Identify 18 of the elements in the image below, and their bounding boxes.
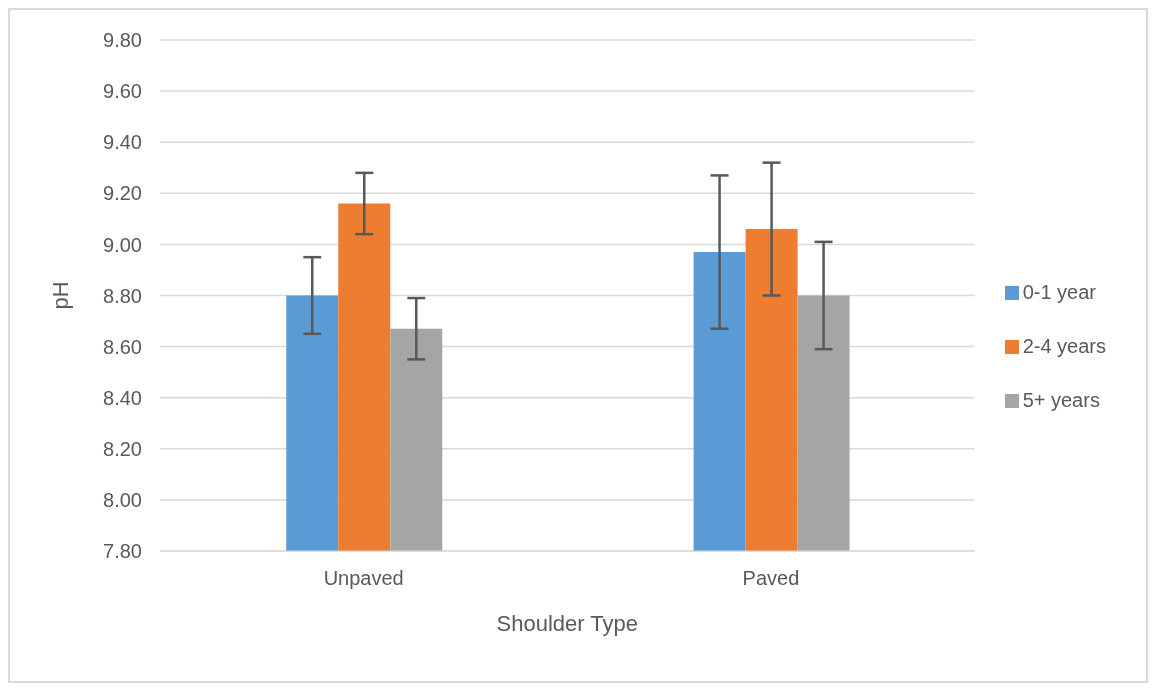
y-tick-label: 9.80 [103,29,142,52]
y-tick-label: 9.60 [103,80,142,103]
y-tick-label: 7.80 [103,540,142,563]
y-tick-label: 8.80 [103,284,142,307]
y-axis-title: pH [47,281,73,310]
legend-label: 5+ years [1022,388,1100,411]
y-tick-label: 9.00 [103,233,142,256]
x-axis-title: Shoulder Type [496,611,639,636]
x-tick-label: Paved [742,567,800,590]
x-tick-label: Unpaved [323,567,404,590]
y-tick-label: 8.00 [103,489,142,511]
y-tick-label: 9.40 [103,131,142,154]
y-tick-label: 8.60 [103,335,142,358]
y-tick-label: 9.20 [103,182,142,205]
legend-label: 2-4 years [1022,334,1106,357]
y-tick-label: 8.40 [103,386,142,409]
y-tick-label: 8.20 [103,437,142,460]
legend-label: 0-1 year [1022,280,1096,303]
